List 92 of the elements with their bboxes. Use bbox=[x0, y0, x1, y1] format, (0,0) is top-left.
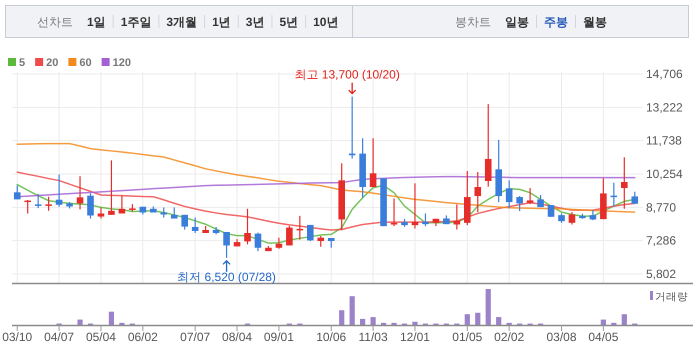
candlestick bbox=[390, 198, 398, 227]
y-tick-label: 11,738 bbox=[646, 134, 682, 148]
bar bbox=[339, 310, 344, 325]
x-tick-label: 08/04 bbox=[222, 330, 252, 344]
bar bbox=[496, 317, 502, 325]
candlestick bbox=[317, 235, 324, 248]
bar bbox=[622, 314, 627, 325]
legend-label: 20 bbox=[46, 57, 58, 69]
candlestick bbox=[296, 215, 304, 240]
y-tick-label: 10,254 bbox=[646, 166, 684, 181]
bar bbox=[600, 320, 606, 325]
candlestick bbox=[276, 237, 282, 250]
text: 선차트 bbox=[37, 15, 73, 29]
candlestick bbox=[631, 191, 638, 204]
x-tick-label: 10/06 bbox=[316, 330, 347, 344]
x-tick-label: 02/02 bbox=[494, 330, 525, 344]
x-tick-label: 01/05 bbox=[452, 330, 483, 344]
candlestick bbox=[548, 204, 554, 218]
bar bbox=[108, 312, 114, 325]
x-tick-label: 04/05 bbox=[588, 330, 619, 344]
x-tick-label: 03/08 bbox=[546, 330, 577, 344]
x-tick-label: 09/01 bbox=[264, 330, 294, 344]
bar bbox=[350, 296, 355, 325]
candlestick bbox=[590, 210, 596, 221]
legend-label: 60 bbox=[79, 57, 92, 69]
candlestick bbox=[192, 216, 198, 234]
candlestick bbox=[348, 96, 356, 160]
candlestick bbox=[76, 176, 84, 210]
legend-label: 거래량 bbox=[655, 291, 688, 303]
candlestick bbox=[108, 160, 115, 216]
y-tick-label: 8,770 bbox=[646, 200, 676, 214]
candlestick bbox=[506, 180, 512, 210]
bar bbox=[486, 289, 491, 325]
text: 1주일 bbox=[120, 15, 152, 29]
y-tick-label: 5,802 bbox=[646, 266, 676, 281]
candlestick bbox=[244, 208, 251, 246]
candlestick bbox=[454, 204, 460, 230]
candlestick bbox=[87, 192, 94, 220]
text: 봉차트 bbox=[455, 15, 491, 29]
candlestick bbox=[307, 224, 314, 242]
candlestick bbox=[412, 182, 418, 230]
x-tick-label: 03/10 bbox=[2, 330, 33, 344]
candlestick bbox=[370, 138, 376, 188]
candlestick bbox=[118, 195, 126, 214]
y-tick-label: 14,706 bbox=[646, 67, 684, 81]
y-tick-label: 7,286 bbox=[646, 234, 676, 248]
candlestick bbox=[537, 194, 544, 208]
candlestick bbox=[558, 212, 565, 224]
annotation: 최저 6,520 (07/28) bbox=[177, 270, 276, 284]
candlestick bbox=[24, 199, 31, 214]
bar bbox=[475, 312, 480, 325]
text: 3개월 bbox=[166, 15, 198, 29]
candlestick bbox=[14, 184, 21, 200]
candlestick bbox=[568, 212, 576, 226]
candlestick bbox=[254, 232, 262, 252]
candlestick bbox=[34, 193, 42, 209]
bar bbox=[360, 318, 366, 325]
y-tick-label: 13,222 bbox=[646, 100, 684, 114]
candlestick bbox=[474, 171, 482, 213]
bar bbox=[412, 322, 418, 325]
text: 1년 bbox=[212, 15, 231, 29]
x-tick-label: 05/04 bbox=[86, 330, 116, 344]
candlestick bbox=[56, 174, 62, 208]
x-tick-label: 12/01 bbox=[400, 330, 430, 344]
candlestick bbox=[328, 237, 335, 248]
text: 5년 bbox=[279, 15, 298, 29]
candlestick bbox=[621, 156, 628, 210]
bar bbox=[464, 314, 470, 325]
text: 주봉 bbox=[544, 15, 568, 29]
x-tick-label: 06/02 bbox=[128, 330, 158, 344]
candlestick bbox=[286, 225, 293, 246]
text: 월봉 bbox=[583, 15, 607, 29]
x-tick-label: 11/03 bbox=[358, 330, 388, 344]
candlestick bbox=[45, 196, 52, 212]
x-tick-label: 04/07 bbox=[44, 330, 74, 344]
text: 일봉 bbox=[505, 15, 529, 29]
candlestick bbox=[181, 214, 188, 230]
legend-label: 120 bbox=[112, 57, 131, 69]
x-tick-label: 07/07 bbox=[180, 330, 211, 344]
candlestick bbox=[484, 103, 492, 188]
candlestick bbox=[160, 206, 168, 218]
bar bbox=[77, 320, 83, 325]
legend-label: 5 bbox=[19, 57, 26, 69]
candlestick bbox=[610, 182, 618, 208]
candlestick bbox=[516, 195, 523, 212]
candlestick bbox=[98, 206, 104, 220]
bar bbox=[370, 317, 376, 325]
annotation: 최고 13,700 (10/20) bbox=[294, 68, 400, 82]
text: 3년 bbox=[246, 15, 264, 29]
text: 10년 bbox=[313, 15, 338, 29]
candlestick bbox=[223, 231, 230, 258]
text: 1일 bbox=[87, 15, 106, 29]
